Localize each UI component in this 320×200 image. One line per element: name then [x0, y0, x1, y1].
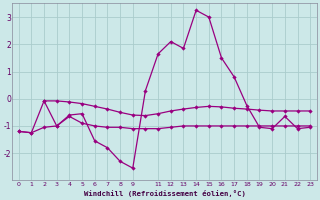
X-axis label: Windchill (Refroidissement éolien,°C): Windchill (Refroidissement éolien,°C): [84, 190, 245, 197]
